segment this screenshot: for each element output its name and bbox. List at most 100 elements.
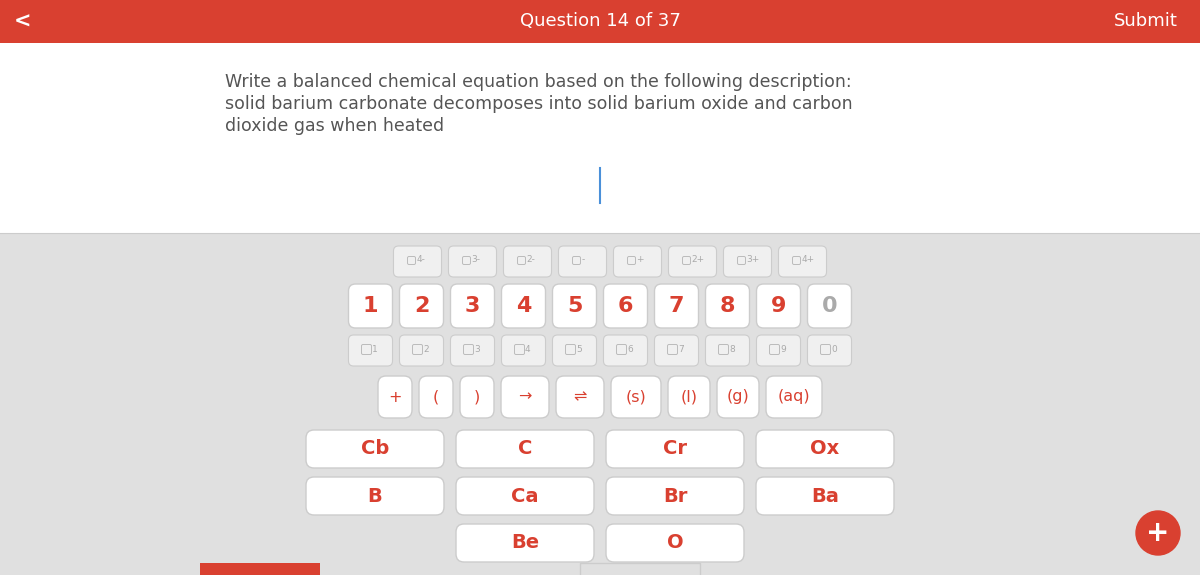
Text: solid barium carbonate decomposes into solid barium oxide and carbon: solid barium carbonate decomposes into s… (226, 95, 853, 113)
FancyBboxPatch shape (306, 430, 444, 468)
FancyBboxPatch shape (606, 477, 744, 515)
FancyBboxPatch shape (419, 376, 454, 418)
FancyBboxPatch shape (361, 344, 372, 355)
Text: +: + (636, 255, 644, 264)
Text: ): ) (474, 389, 480, 404)
FancyBboxPatch shape (766, 376, 822, 418)
FancyBboxPatch shape (706, 335, 750, 366)
FancyBboxPatch shape (668, 376, 710, 418)
Text: 4: 4 (526, 346, 530, 355)
FancyBboxPatch shape (378, 376, 412, 418)
Text: C: C (518, 439, 532, 458)
Text: (s): (s) (625, 389, 647, 404)
FancyBboxPatch shape (348, 284, 392, 328)
FancyBboxPatch shape (456, 524, 594, 562)
Text: +: + (389, 389, 402, 404)
FancyBboxPatch shape (462, 256, 470, 264)
FancyBboxPatch shape (556, 376, 604, 418)
Text: Be: Be (511, 534, 539, 553)
FancyBboxPatch shape (306, 477, 444, 515)
FancyBboxPatch shape (706, 284, 750, 328)
Text: Submit: Submit (1114, 13, 1178, 30)
FancyBboxPatch shape (611, 376, 661, 418)
Text: (aq): (aq) (778, 389, 810, 404)
Text: 1: 1 (372, 346, 378, 355)
Text: 8: 8 (720, 296, 736, 316)
Text: Ox: Ox (810, 439, 840, 458)
Text: <: < (13, 12, 31, 32)
FancyBboxPatch shape (668, 246, 716, 277)
FancyBboxPatch shape (613, 246, 661, 277)
Text: 3: 3 (474, 346, 480, 355)
FancyBboxPatch shape (792, 256, 800, 264)
FancyBboxPatch shape (394, 246, 442, 277)
Text: 8: 8 (730, 346, 734, 355)
Text: Br: Br (662, 486, 688, 505)
Text: 0: 0 (822, 296, 838, 316)
Text: →: → (518, 389, 532, 404)
FancyBboxPatch shape (400, 284, 444, 328)
Text: (: ( (433, 389, 439, 404)
FancyBboxPatch shape (756, 335, 800, 366)
Text: 7: 7 (678, 346, 684, 355)
FancyBboxPatch shape (450, 335, 494, 366)
FancyBboxPatch shape (738, 256, 745, 264)
Text: 5: 5 (576, 346, 582, 355)
FancyBboxPatch shape (719, 344, 728, 355)
Text: 4: 4 (516, 296, 532, 316)
FancyBboxPatch shape (683, 256, 690, 264)
Text: Cb: Cb (361, 439, 389, 458)
FancyBboxPatch shape (502, 335, 546, 366)
Bar (200, 563, 320, 575)
FancyBboxPatch shape (654, 284, 698, 328)
FancyBboxPatch shape (756, 477, 894, 515)
FancyBboxPatch shape (606, 430, 744, 468)
FancyBboxPatch shape (463, 344, 474, 355)
FancyBboxPatch shape (779, 246, 827, 277)
FancyBboxPatch shape (413, 344, 422, 355)
Text: 3-: 3- (472, 255, 480, 264)
FancyBboxPatch shape (667, 344, 678, 355)
FancyBboxPatch shape (400, 335, 444, 366)
Text: 2-: 2- (527, 255, 535, 264)
Text: 9: 9 (770, 296, 786, 316)
Bar (0, 43, 1200, 233)
Text: 2: 2 (424, 346, 428, 355)
FancyBboxPatch shape (460, 376, 494, 418)
Text: 5: 5 (566, 296, 582, 316)
FancyBboxPatch shape (604, 335, 648, 366)
Text: (l): (l) (680, 389, 697, 404)
FancyBboxPatch shape (502, 376, 550, 418)
Text: Cr: Cr (662, 439, 686, 458)
FancyBboxPatch shape (449, 246, 497, 277)
Text: 2+: 2+ (691, 255, 704, 264)
FancyBboxPatch shape (552, 284, 596, 328)
Text: O: O (667, 534, 683, 553)
Bar (0, 0, 1200, 43)
FancyBboxPatch shape (565, 344, 576, 355)
Text: B: B (367, 486, 383, 505)
FancyBboxPatch shape (808, 284, 852, 328)
Text: 3+: 3+ (746, 255, 760, 264)
FancyBboxPatch shape (724, 246, 772, 277)
FancyBboxPatch shape (821, 344, 830, 355)
Text: 4-: 4- (416, 255, 425, 264)
Text: 2: 2 (414, 296, 430, 316)
FancyBboxPatch shape (756, 430, 894, 468)
Circle shape (1136, 511, 1180, 555)
Text: 3: 3 (464, 296, 480, 316)
FancyBboxPatch shape (606, 524, 744, 562)
FancyBboxPatch shape (604, 284, 648, 328)
Bar (580, 563, 700, 575)
FancyBboxPatch shape (718, 376, 760, 418)
Text: 4+: 4+ (802, 255, 815, 264)
FancyBboxPatch shape (504, 246, 552, 277)
FancyBboxPatch shape (502, 284, 546, 328)
FancyBboxPatch shape (408, 256, 415, 264)
Text: 6: 6 (618, 296, 634, 316)
FancyBboxPatch shape (617, 344, 626, 355)
FancyBboxPatch shape (654, 335, 698, 366)
FancyBboxPatch shape (552, 335, 596, 366)
Text: Write a balanced chemical equation based on the following description:: Write a balanced chemical equation based… (226, 73, 852, 91)
FancyBboxPatch shape (456, 430, 594, 468)
